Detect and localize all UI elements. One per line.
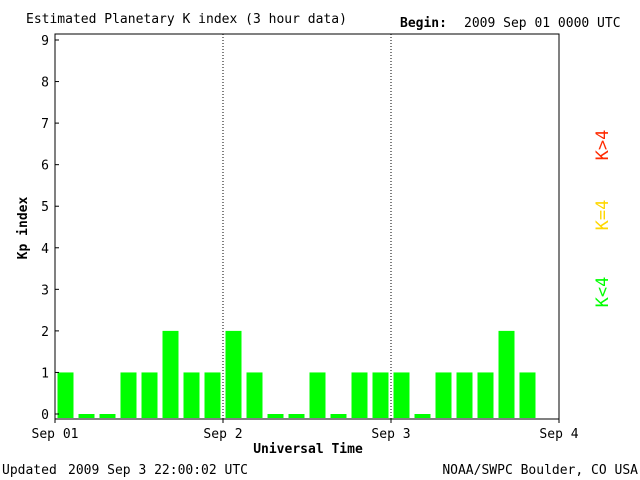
chart-title: Estimated Planetary K index (3 hour data… (26, 12, 347, 27)
kp-bar (246, 372, 263, 418)
legend-item: K=4 (593, 200, 613, 231)
y-tick-label: 6 (41, 159, 49, 174)
y-tick-label: 3 (41, 283, 49, 298)
kp-bar (204, 372, 221, 418)
kp-bar (519, 372, 536, 418)
y-tick-label: 9 (41, 34, 49, 49)
kp-bar (288, 414, 305, 418)
y-tick-label: 5 (41, 200, 49, 215)
begin-label: Begin: (400, 16, 447, 31)
kp-bar (120, 372, 137, 418)
x-tick-label: Sep 3 (371, 427, 410, 442)
kp-bar (267, 414, 284, 418)
kp-bar (309, 372, 326, 418)
source-credit: NOAA/SWPC Boulder, CO USA (442, 463, 638, 478)
kp-bar (78, 414, 95, 418)
plot-frame (54, 33, 560, 420)
x-tick-label: Sep 2 (203, 427, 242, 442)
kp-bar (183, 372, 200, 418)
kp-bar (162, 330, 179, 418)
kp-bar (372, 372, 389, 418)
y-tick-label: 2 (41, 325, 49, 340)
updated-label: Updated (2, 463, 57, 478)
y-tick-label: 8 (41, 76, 49, 91)
x-axis-ticks: Sep 01 Sep 2 Sep 3 Sep 4 (32, 419, 579, 442)
legend: K>4 K=4 K<4 (593, 130, 613, 308)
kp-bar (435, 372, 452, 418)
kp-bars (57, 330, 536, 418)
updated-value: 2009 Sep 3 22:00:02 UTC (68, 463, 248, 478)
kp-bar (330, 414, 347, 418)
y-tick-label: 7 (41, 117, 49, 132)
y-axis-ticks: 0 1 2 3 4 5 6 7 8 9 (41, 34, 59, 423)
y-tick-label: 0 (41, 408, 49, 423)
begin-value: 2009 Sep 01 0000 UTC (464, 16, 621, 31)
legend-item: K<4 (593, 277, 613, 308)
kp-bar (57, 372, 74, 418)
kp-bar (414, 414, 431, 418)
x-tick-label: Sep 4 (539, 427, 578, 442)
kp-bar (393, 372, 410, 418)
x-axis-label: Universal Time (253, 442, 363, 457)
y-tick-label: 1 (41, 366, 49, 381)
x-tick-label: Sep 01 (32, 427, 79, 442)
kp-bar (498, 330, 515, 418)
y-tick-label: 4 (41, 242, 49, 257)
kp-bar (141, 372, 158, 418)
y-axis-label: Kp index (16, 197, 31, 260)
kp-bar (99, 414, 116, 418)
kp-bar (456, 372, 473, 418)
legend-item: K>4 (593, 130, 613, 161)
kp-bar (477, 372, 494, 418)
kp-bar (351, 372, 368, 418)
kp-bar (225, 330, 242, 418)
day-dividers (222, 34, 392, 419)
